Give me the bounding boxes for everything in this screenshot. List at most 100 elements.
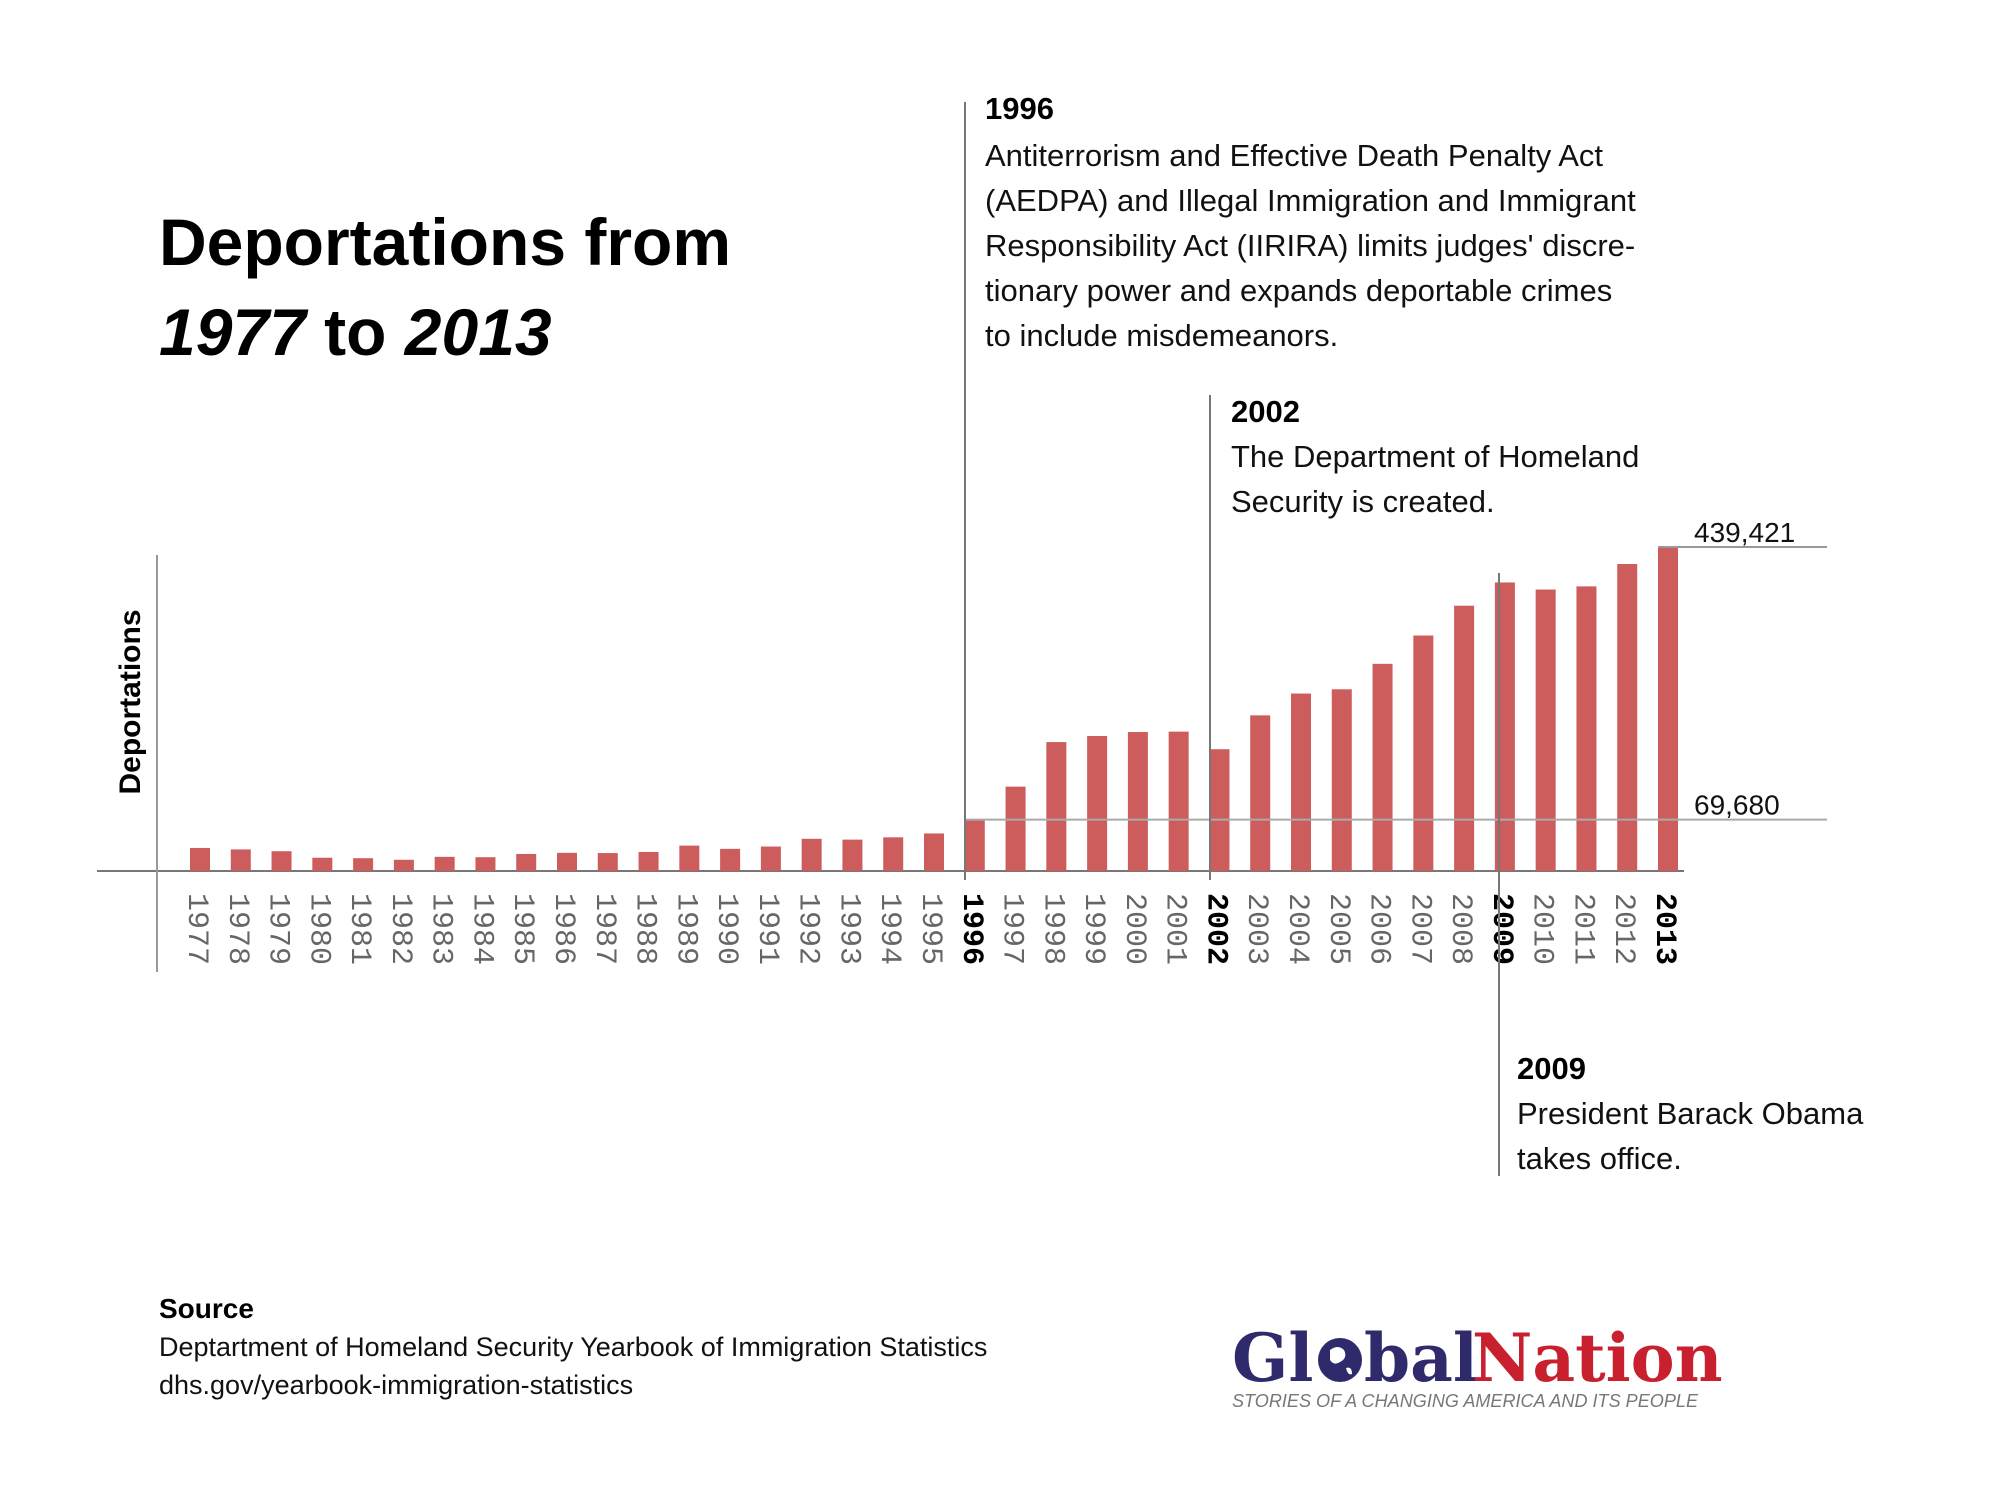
bar-1996 — [964, 819, 985, 871]
x-tick-label-1996: 1996 — [954, 893, 988, 965]
x-tick-label-1994: 1994 — [872, 893, 906, 965]
source-link[interactable]: dhs.gov/yearbook-immigration-statistics — [159, 1370, 633, 1400]
x-tick-label-1991: 1991 — [750, 893, 784, 965]
x-tick-label-1999: 1999 — [1076, 893, 1110, 965]
annotation-text-1996: Responsibility Act (IIRIRA) limits judge… — [985, 228, 1635, 263]
bar-2004 — [1291, 693, 1311, 871]
annotation-text-1996: (AEDPA) and Illegal Immigration and Immi… — [985, 183, 1636, 218]
annotation-text-2009: takes office. — [1517, 1141, 1682, 1176]
x-tick-label-2011: 2011 — [1565, 893, 1599, 965]
bar-1995 — [924, 833, 944, 871]
bar-1997 — [1005, 786, 1026, 871]
x-tick-label-2000: 2000 — [1117, 893, 1151, 965]
reference-label-max: 439,421 — [1694, 517, 1795, 548]
annotation-text-2002: Security is created. — [1231, 484, 1495, 519]
bar-1991 — [760, 846, 781, 871]
annotation-heading-1996: 1996 — [985, 91, 1054, 126]
logo-tagline: STORIES OF A CHANGING AMERICA AND ITS PE… — [1232, 1391, 1699, 1411]
bar-1979 — [271, 851, 292, 871]
title-year-end: 2013 — [403, 295, 552, 369]
annotations: 1996 Antiterrorism and Effective Death Pe… — [964, 91, 1864, 1176]
x-tick-label-1990: 1990 — [709, 893, 743, 965]
title-line-2: 1977 to 2013 — [159, 295, 552, 369]
x-tick-label-2012: 2012 — [1606, 893, 1640, 965]
bar-1986 — [557, 852, 577, 871]
bar-2005 — [1331, 689, 1352, 871]
x-tick-label-2004: 2004 — [1280, 893, 1314, 965]
bar-1984 — [475, 857, 496, 871]
globe-continents-icon — [1330, 1347, 1352, 1375]
x-tick-label-1988: 1988 — [628, 893, 662, 965]
bar-1989 — [679, 845, 700, 871]
x-tick-labels: 1977 1978 1979 1980 1981 1982 1983 1984 1985 1986… — [179, 893, 1681, 965]
x-tick-label-2002: 2002 — [1198, 893, 1232, 965]
x-tick-label-2006: 2006 — [1362, 893, 1396, 965]
bar-2010 — [1535, 589, 1556, 871]
annotation-text-1996: to include misdemeanors. — [985, 318, 1338, 353]
bar-1998 — [1046, 742, 1067, 871]
x-tick-label-2001: 2001 — [1158, 893, 1192, 965]
source-line-1: Deptartment of Homeland Security Yearboo… — [159, 1332, 987, 1362]
bar-1981 — [353, 858, 374, 871]
bar-1987 — [597, 853, 618, 871]
bar-1990 — [720, 848, 741, 871]
logo-text-bal: bal — [1364, 1319, 1478, 1397]
bar-1980 — [312, 857, 333, 871]
bar-2007 — [1413, 635, 1434, 871]
bar-2009 — [1494, 582, 1515, 871]
x-tick-label-2007: 2007 — [1402, 893, 1436, 965]
x-tick-label-1987: 1987 — [587, 893, 621, 965]
x-tick-label-1980: 1980 — [301, 893, 335, 965]
bar-2013 — [1658, 547, 1678, 871]
reference-label-1996: 69,680 — [1694, 790, 1780, 821]
y-axis-label: Deportations — [114, 609, 147, 794]
title-line-1: Deportations from — [159, 205, 731, 279]
annotation-text-1996: Antiterrorism and Effective Death Penalt… — [985, 138, 1603, 173]
x-tick-label-1989: 1989 — [668, 893, 702, 965]
globalnation-logo: Gl bal Nation STORIES OF A CHANGING AMER… — [1232, 1319, 1723, 1411]
bar-2001 — [1168, 731, 1189, 871]
annotation-text-2002: The Department of Homeland — [1231, 439, 1639, 474]
logo-text-nation: Nation — [1472, 1319, 1723, 1397]
bar-1988 — [638, 851, 659, 871]
annotation-heading-2009: 2009 — [1517, 1051, 1586, 1086]
source-heading: Source — [159, 1293, 254, 1324]
bar-1983 — [434, 856, 455, 871]
annotation-text-1996: tionary power and expands deportable cri… — [985, 273, 1612, 308]
x-tick-label-2010: 2010 — [1525, 893, 1559, 965]
logo-text-gl: Gl — [1232, 1319, 1313, 1397]
title-to: to — [306, 295, 405, 369]
bar-1999 — [1087, 735, 1108, 871]
bar-2000 — [1127, 732, 1148, 871]
x-tick-label-2013: 2013 — [1647, 893, 1681, 965]
annotation-text-2009: President Barack Obama — [1517, 1096, 1864, 1131]
x-tick-label-2008: 2008 — [1443, 893, 1477, 965]
x-tick-label-1982: 1982 — [383, 893, 417, 965]
x-tick-label-1995: 1995 — [913, 893, 947, 965]
bar-2012 — [1617, 564, 1638, 871]
bar-1993 — [842, 839, 863, 871]
x-tick-label-2005: 2005 — [1321, 893, 1355, 965]
x-tick-label-1981: 1981 — [342, 893, 376, 965]
x-tick-label-1983: 1983 — [424, 893, 458, 965]
x-tick-label-1992: 1992 — [791, 893, 825, 965]
bar-2003 — [1250, 715, 1271, 871]
bar-2011 — [1576, 586, 1597, 871]
bar-1978 — [230, 849, 251, 871]
bars — [190, 547, 1678, 871]
bar-1977 — [190, 847, 210, 871]
x-tick-label-2003: 2003 — [1239, 893, 1273, 965]
bar-1994 — [883, 837, 904, 871]
bar-1982 — [393, 859, 414, 871]
annotation-heading-2002: 2002 — [1231, 394, 1300, 429]
x-tick-label-2009: 2009 — [1484, 893, 1518, 965]
x-tick-label-1984: 1984 — [464, 893, 498, 965]
x-tick-label-1985: 1985 — [505, 893, 539, 965]
bar-1985 — [516, 853, 537, 871]
bar-2002 — [1209, 749, 1230, 871]
bar-2006 — [1372, 663, 1393, 871]
x-tick-label-1977: 1977 — [179, 893, 213, 965]
reference-lines: 439,421 69,680 — [965, 517, 1827, 821]
x-tick-label-1998: 1998 — [1035, 893, 1069, 965]
